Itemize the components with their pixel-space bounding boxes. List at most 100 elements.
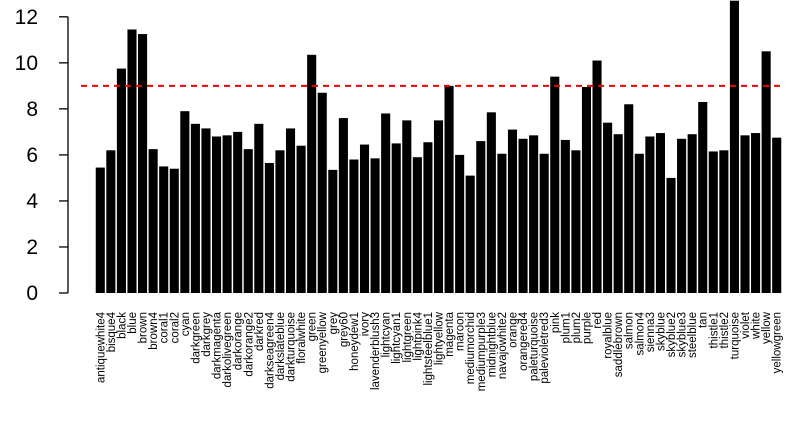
bar	[433, 120, 444, 293]
bar	[476, 141, 486, 293]
x-tick-label: red	[592, 312, 604, 329]
x-tick-label: darkolivegreen	[222, 312, 234, 387]
bar	[698, 101, 708, 293]
bar	[687, 134, 697, 293]
x-tick-label: greenyellow	[317, 311, 329, 373]
bar	[328, 169, 338, 293]
bar	[95, 167, 105, 293]
bar	[539, 153, 549, 293]
x-tick-label: darkmagenta	[212, 311, 224, 379]
bar	[634, 153, 644, 293]
x-tick-label: lavenderblush3	[370, 312, 382, 390]
x-tick-label: darkslateblue	[275, 312, 287, 380]
bar	[169, 168, 179, 293]
x-tick-label: ivory	[360, 312, 372, 337]
x-tick-label: mediumorchid	[465, 312, 477, 384]
x-tick-label: lightcyan	[381, 312, 393, 357]
bar	[507, 129, 518, 293]
bar	[138, 34, 148, 293]
y-tick-label: 4	[26, 190, 38, 213]
x-tick-label: magenta	[444, 311, 456, 356]
bar	[159, 166, 169, 293]
x-axis-labels: antiquewhite4bisque4blackbluebrownbrown4…	[95, 311, 783, 391]
bar	[212, 136, 222, 293]
y-tick-label: 0	[26, 282, 38, 305]
bar	[581, 87, 592, 293]
bar	[603, 122, 613, 293]
x-tick-label: pink	[550, 312, 562, 333]
x-tick-label: purple	[581, 312, 593, 344]
bar	[233, 131, 243, 293]
bar	[116, 68, 126, 293]
bar	[571, 150, 581, 293]
x-tick-label: skyblue2	[666, 312, 678, 357]
bar	[677, 138, 687, 293]
bar	[285, 128, 296, 293]
bar	[592, 60, 602, 293]
bar	[275, 150, 285, 293]
x-tick-label: honeydew1	[349, 312, 361, 371]
y-tick-label: 12	[15, 6, 38, 29]
x-tick-label: saddlebrown	[613, 312, 625, 377]
x-tick-label: bisque4	[106, 311, 118, 352]
bar	[497, 153, 507, 293]
x-tick-label: orange	[507, 312, 519, 348]
bar	[550, 76, 560, 294]
bar	[613, 134, 623, 293]
x-tick-label: thistle1	[708, 312, 720, 348]
bar	[423, 142, 433, 293]
x-tick-label: yellowgreen	[772, 312, 784, 373]
bar	[180, 111, 190, 293]
x-tick-label: darkorange2	[243, 312, 255, 377]
y-tick-label: 2	[26, 236, 38, 259]
bar	[518, 138, 528, 293]
y-tick-label: 8	[26, 98, 38, 121]
x-tick-label: thistle2	[719, 312, 731, 348]
x-tick-label: darkorange	[233, 312, 245, 370]
x-tick-label: lightgreen	[402, 312, 414, 363]
bar	[381, 113, 391, 293]
bar	[655, 133, 665, 293]
bar	[254, 123, 264, 293]
x-tick-label: plum2	[571, 312, 583, 343]
bar	[465, 175, 475, 293]
x-tick-label: salmon4	[634, 311, 646, 355]
bar	[317, 92, 327, 293]
bar	[412, 157, 422, 293]
bar	[729, 0, 739, 293]
bar	[402, 120, 412, 293]
x-tick-label: antiquewhite4	[95, 311, 107, 383]
x-tick-label: palevioletred3	[539, 312, 551, 384]
bar-series	[95, 0, 782, 294]
x-tick-label: darkturquoise	[286, 312, 298, 382]
x-tick-label: green	[307, 312, 319, 341]
x-tick-label: grey	[328, 312, 340, 335]
bar	[666, 177, 676, 293]
x-tick-label: skyblue	[655, 312, 667, 351]
x-tick-label: maroon	[455, 312, 467, 351]
x-tick-label: lightsteelblue1	[423, 312, 435, 386]
x-tick-label: lightcyan1	[391, 312, 403, 364]
bar	[338, 118, 348, 293]
bar	[486, 112, 496, 293]
bar	[106, 150, 116, 293]
y-tick-label: 6	[26, 144, 38, 167]
x-tick-label: tan	[698, 312, 710, 328]
bar	[190, 123, 200, 293]
bar	[624, 104, 634, 294]
bar	[201, 128, 211, 293]
bar	[296, 145, 306, 293]
y-tick-label: 10	[15, 52, 38, 75]
x-tick-label: turquoise	[729, 312, 741, 359]
x-tick-label: paleturquoise	[529, 312, 541, 381]
x-tick-label: brown	[138, 312, 150, 343]
x-tick-label: white	[751, 312, 763, 340]
x-tick-label: black	[116, 312, 128, 339]
x-tick-label: sienna3	[645, 312, 657, 352]
x-tick-label: lightpink4	[412, 311, 424, 360]
x-tick-label: mediumpurple3	[476, 312, 488, 391]
bar	[772, 137, 782, 293]
bar	[222, 135, 232, 293]
bar	[761, 51, 771, 294]
x-tick-label: darkseagreen4	[264, 311, 276, 388]
